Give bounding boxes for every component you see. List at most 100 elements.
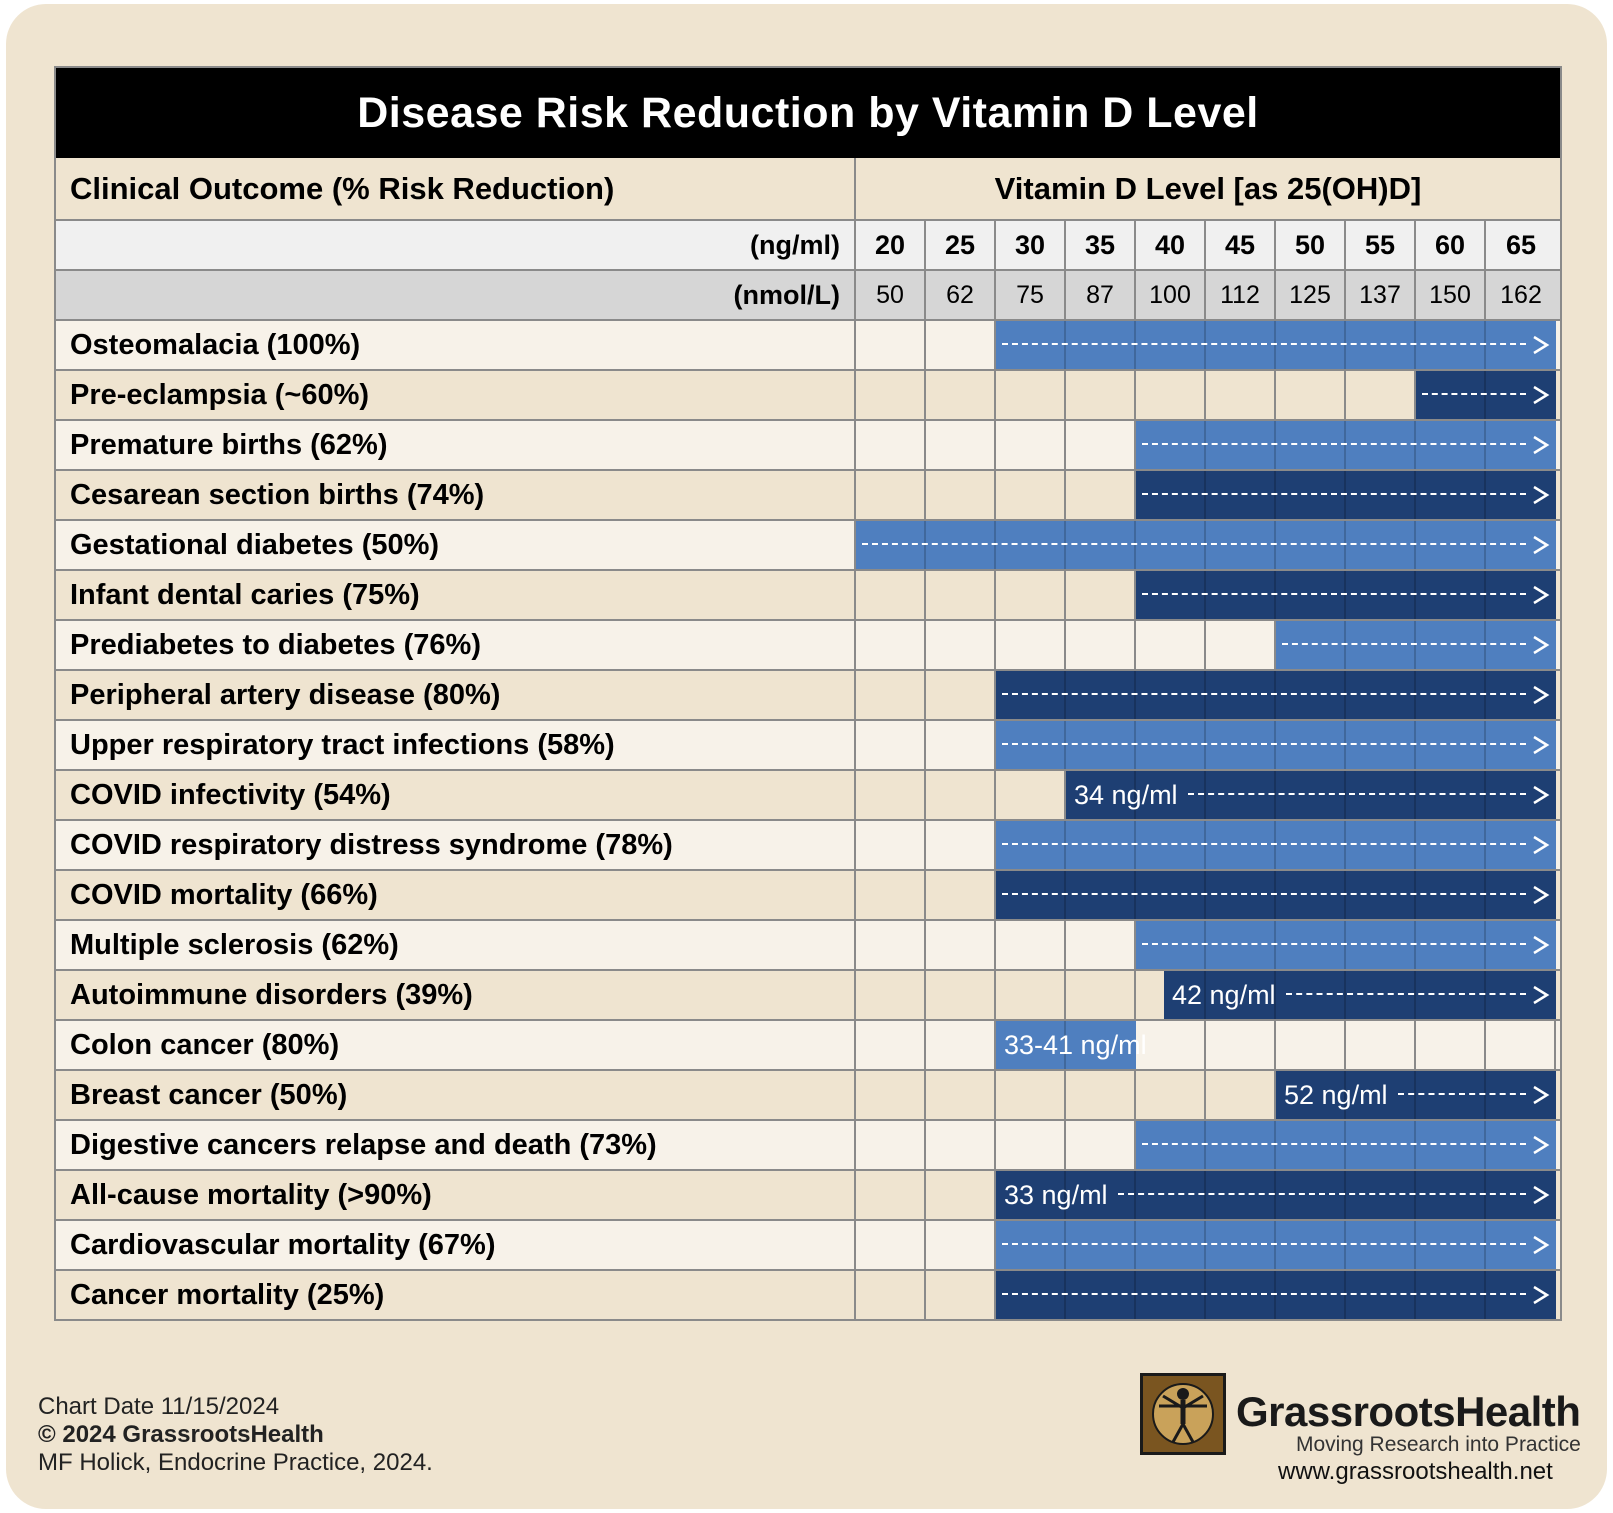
level-cell [856,1271,926,1319]
level-cell [856,921,926,969]
level-cell [926,721,996,769]
level-cell [926,971,996,1019]
bar-gridline [1064,521,1066,569]
bar-gridline [1064,1221,1066,1269]
level-cell [856,421,926,469]
risk-reduction-bar [996,1221,1556,1269]
bar-gridline [1134,1271,1136,1319]
outcome-label: COVID mortality (66%) [56,871,856,919]
level-cell [1416,1021,1486,1069]
bar-gridline [1414,1271,1416,1319]
level-cell [1136,1021,1206,1069]
dashed-line [1142,943,1526,947]
risk-reduction-bar [1136,471,1556,519]
table-row: Breast cancer (50%) 52 ng/ml [56,1071,1560,1121]
dashed-line [1142,593,1526,597]
nmol-level-5: 112 [1206,271,1276,319]
level-cell [856,1121,926,1169]
bar-gridline [1274,771,1276,819]
ng-level-5: 45 [1206,221,1276,269]
nmol-level-7: 137 [1346,271,1416,319]
bar-gridline [1484,1221,1486,1269]
bar-gridline [1344,821,1346,869]
outcome-label: COVID respiratory distress syndrome (78%… [56,821,856,869]
bar-gridline [1274,921,1276,969]
arrow-right-icon [1533,385,1550,405]
level-cell [1066,421,1136,469]
bar-gridline [1274,971,1276,1019]
header-vitamin-d-level: Vitamin D Level [as 25(OH)D] [994,170,1422,206]
ng-level-4: 40 [1136,221,1206,269]
level-cell [856,1071,926,1119]
risk-reduction-bar [1276,621,1556,669]
bar-gridline [1344,521,1346,569]
arrow-right-icon [1533,1285,1550,1305]
website-link[interactable]: www.grassrootshealth.net [1278,1458,1553,1485]
level-cell [926,321,996,369]
table-row: Osteomalacia (100%) [56,321,1560,371]
table-row: Premature births (62%) [56,421,1560,471]
level-cell [996,571,1066,619]
nmol-level-8: 150 [1416,271,1486,319]
level-cell [1276,1021,1346,1069]
table-row: Cesarean section births (74%) [56,471,1560,521]
bar-gridline [1344,921,1346,969]
table-row: Digestive cancers relapse and death (73%… [56,1121,1560,1171]
threshold-label: 33 ng/ml [1004,1179,1108,1210]
bar-gridline [1484,1171,1486,1219]
level-cell [856,1171,926,1219]
level-cell [926,671,996,719]
bar-gridline [1204,421,1206,469]
bar-gridline [1134,321,1136,369]
risk-reduction-bar [1136,921,1556,969]
dashed-line [862,543,1526,547]
nmol-level-4: 100 [1136,271,1206,319]
level-cell [926,421,996,469]
bar-gridline [1484,621,1486,669]
bar-gridline [1414,571,1416,619]
level-cell [856,971,926,1019]
threshold-label: 34 ng/ml [1074,779,1178,810]
bar-gridline [1344,421,1346,469]
bar-gridline [1274,571,1276,619]
risk-reduction-bar [1136,571,1556,619]
arrow-right-icon [1533,335,1550,355]
bar-gridline [1344,571,1346,619]
level-cell [926,621,996,669]
arrow-right-icon [1533,1235,1550,1255]
table-row: Cancer mortality (25%) [56,1271,1560,1319]
arrow-right-icon [1533,435,1550,455]
bar-gridline [1344,971,1346,1019]
level-cell [1206,1021,1276,1069]
bar-gridline [1414,621,1416,669]
bar-gridline [1204,1171,1206,1219]
bar-gridline [1134,1221,1136,1269]
table-row: Gestational diabetes (50%) [56,521,1560,571]
bar-gridline [1064,321,1066,369]
chart-title: Disease Risk Reduction by Vitamin D Leve… [56,68,1560,158]
bar-gridline [1274,721,1276,769]
risk-reduction-bar [996,721,1556,769]
arrow-right-icon [1533,1085,1550,1105]
bar-gridline [1484,571,1486,619]
level-cell [1346,371,1416,419]
outcome-label: Multiple sclerosis (62%) [56,921,856,969]
arrow-right-icon [1533,535,1550,555]
bar-gridline [1484,1121,1486,1169]
vitruvian-logo-icon [1140,1373,1226,1455]
level-cell [856,821,926,869]
dashed-line [1002,1243,1526,1247]
copyright: © 2024 GrassrootsHealth [38,1421,324,1448]
risk-reduction-bar [996,821,1556,869]
dashed-line [1142,1143,1526,1147]
level-cell [996,1071,1066,1119]
bar-gridline [1064,871,1066,919]
outcome-label: Gestational diabetes (50%) [56,521,856,569]
table-row: Infant dental caries (75%) [56,571,1560,621]
bar-gridline [1204,1271,1206,1319]
arrow-right-icon [1533,985,1550,1005]
nmol-level-2: 75 [996,271,1066,319]
bar-gridline [924,521,926,569]
bar-gridline [1484,821,1486,869]
level-cell [926,1021,996,1069]
